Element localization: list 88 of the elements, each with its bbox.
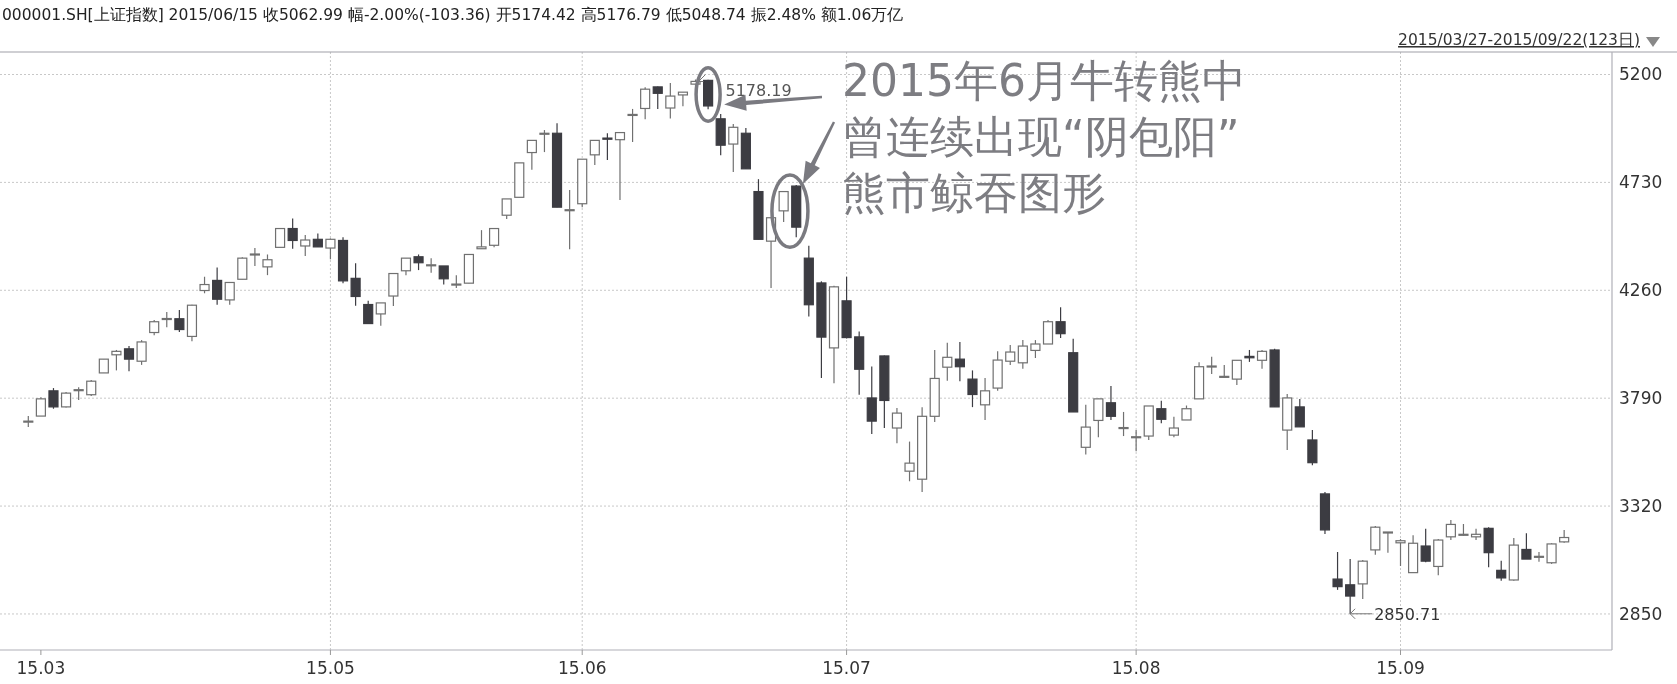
x-tick-label: 15.05 xyxy=(306,658,355,678)
candlestick xyxy=(1382,531,1394,554)
candlestick xyxy=(942,342,953,382)
candlestick xyxy=(1017,339,1028,370)
candlestick xyxy=(526,139,537,171)
candlestick xyxy=(866,365,877,435)
x-tick-label: 15.06 xyxy=(557,658,607,678)
candlestick xyxy=(1395,538,1406,567)
candlestick xyxy=(967,369,978,408)
candlestick xyxy=(1521,532,1532,560)
candlestick xyxy=(1445,519,1456,541)
candlestick xyxy=(325,237,336,260)
candlestick xyxy=(1042,319,1054,345)
candlestick xyxy=(1307,429,1318,466)
candlestick xyxy=(627,108,638,143)
candlestick xyxy=(728,123,739,173)
candlestick xyxy=(1093,398,1104,438)
candlestick xyxy=(300,234,311,257)
candlestick xyxy=(1294,398,1305,428)
y-tick-label: 4730 xyxy=(1619,172,1663,193)
candlestick xyxy=(1332,551,1343,591)
candlestick xyxy=(904,440,915,482)
candlestick xyxy=(212,266,223,306)
candlestick xyxy=(1156,400,1167,424)
candlestick xyxy=(1357,559,1368,600)
candlestick xyxy=(136,339,147,366)
candlestick xyxy=(438,265,449,286)
candlestick xyxy=(602,132,613,161)
candlestick xyxy=(614,131,626,201)
candlestick xyxy=(476,229,487,250)
candlestick xyxy=(1546,542,1557,565)
candlestick xyxy=(388,272,399,307)
candlestick xyxy=(778,190,789,223)
candlestick xyxy=(1105,385,1117,421)
candlestick xyxy=(1345,558,1356,615)
annotation: 2850.71 xyxy=(1374,604,1441,624)
candlestick xyxy=(35,396,46,417)
candlestick xyxy=(501,198,512,220)
candlestick xyxy=(1080,404,1091,456)
candlestick xyxy=(350,262,361,307)
candlestick xyxy=(1496,560,1507,582)
candlestick xyxy=(1005,344,1016,366)
candlestick xyxy=(1533,551,1545,563)
y-tick-label: 2850 xyxy=(1619,603,1663,624)
candlestick xyxy=(652,85,663,110)
candlestick xyxy=(249,247,260,267)
candlestick xyxy=(274,227,286,248)
candlestick xyxy=(1256,349,1268,370)
chart-subtitle: 2015/03/27-2015/09/22(123日) xyxy=(1398,31,1640,49)
x-tick-label: 15.07 xyxy=(822,658,871,678)
candlestick xyxy=(665,82,676,120)
candlestick xyxy=(262,253,273,276)
candlestick xyxy=(891,407,903,444)
y-tick-label: 5200 xyxy=(1619,64,1663,85)
candlestick xyxy=(1131,429,1142,452)
x-tick-label: 15.08 xyxy=(1111,658,1161,678)
candlestick xyxy=(287,217,298,250)
candlestick xyxy=(539,129,550,153)
candlestick xyxy=(237,256,248,280)
y-tick-label: 3790 xyxy=(1619,388,1663,409)
candlestick xyxy=(979,377,991,421)
candlestick xyxy=(123,345,135,372)
candlestick xyxy=(488,227,500,248)
candlestick xyxy=(1420,528,1431,563)
candlestick xyxy=(677,91,689,107)
candlestick xyxy=(1370,525,1381,556)
annotation: 5178.19 xyxy=(725,80,792,100)
candlestick xyxy=(224,281,235,306)
candlestick xyxy=(48,387,59,410)
chart-title: 000001.SH[上证指数] 2015/06/15 收5062.99 幅-2.00%(-103.36) 开5174.42 高5176.79 低5048.74 振2.48% 额1.06万亿 xyxy=(2,6,904,24)
x-tick-label: 15.09 xyxy=(1376,658,1425,678)
candlestick xyxy=(174,309,185,333)
candlestick xyxy=(954,341,965,382)
y-tick-label: 4260 xyxy=(1619,280,1663,301)
annotation: 2015年6月牛转熊中曾连续出现“阴包阳”熊市鲸吞图形 xyxy=(842,55,1246,218)
candlestick xyxy=(1168,416,1179,438)
candlestick xyxy=(1118,411,1129,437)
candlestick xyxy=(363,300,374,325)
x-tick-label: 15.03 xyxy=(16,658,66,678)
y-tick-label: 3320 xyxy=(1619,496,1663,517)
candlestick xyxy=(111,349,122,371)
candlestick xyxy=(426,257,437,274)
candlestick xyxy=(375,302,386,327)
candlestick xyxy=(640,86,651,120)
candlestick xyxy=(564,189,575,250)
candlestick xyxy=(1231,359,1242,386)
candlestick xyxy=(589,139,600,166)
candlestick xyxy=(1055,306,1066,339)
